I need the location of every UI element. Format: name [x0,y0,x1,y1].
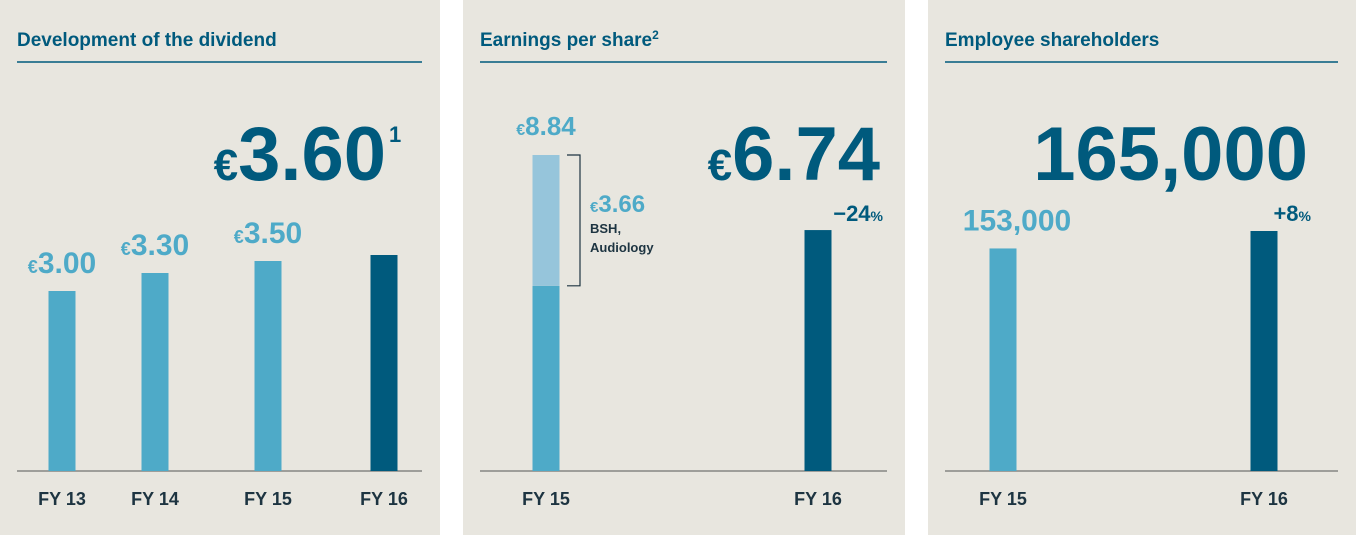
bar [254,261,282,471]
headline-value: €6.74 [708,112,880,197]
total-label-part: € [516,122,525,139]
change-label-part: +8 [1273,201,1298,226]
total-label: €8.84 [516,111,576,141]
x-tick-label: FY 16 [1240,489,1288,509]
headline-value-part: € [214,141,238,190]
x-tick-label-part: FY 13 [38,489,86,509]
panel-title-part: Earnings per share [480,30,652,51]
segment-label: €3.66 [590,191,645,218]
bar-segment [804,230,832,471]
headline-value: €3.60 [214,112,386,197]
x-tick-label: FY 16 [360,489,408,509]
value-label-part: € [121,239,131,259]
bar [48,291,76,471]
x-tick-label-part: FY 16 [1240,489,1288,509]
panel-title-part: 2 [652,28,659,42]
total-label-part: 8.84 [525,111,576,141]
bar [1250,231,1278,471]
bar [989,248,1017,471]
x-tick-label-part: FY 15 [244,489,292,509]
value-label-part: 3.00 [38,247,96,280]
segment-label-part: € [590,199,599,216]
x-tick-label: FY 16 [794,489,842,509]
headline-value: 165,000 [1033,112,1308,197]
bar [370,255,398,471]
change-label: −24% [833,201,883,226]
x-tick-label-part: FY 16 [360,489,408,509]
bar [141,273,169,471]
segment-name: BSH, Audiology [590,221,654,255]
headline-value-part: 3.60 [238,112,386,197]
x-tick-label-part: FY 15 [979,489,1027,509]
value-label-part: 3.50 [244,217,302,250]
value-label: €3.00 [28,247,96,280]
x-tick-label: FY 15 [244,489,292,509]
change-label-part: −24 [833,201,871,226]
x-tick-label: FY 13 [38,489,86,509]
headline-value-part: € [708,141,732,190]
value-label-part: € [28,257,38,277]
footnote: 1 [389,122,401,147]
value-label: 153,000 [963,204,1071,237]
x-tick-label: FY 14 [131,489,179,509]
panel-title: Earnings per share2 [480,28,659,51]
x-tick-label-part: FY 14 [131,489,179,509]
bracket [567,154,581,287]
x-tick-label: FY 15 [522,489,570,509]
panel-title: Development of the dividend [17,30,277,51]
x-tick-label-part: FY 15 [522,489,570,509]
headline-value-part: 6.74 [732,112,880,197]
value-label-part: 3.30 [131,229,189,262]
panel-title-part: Employee shareholders [945,30,1159,51]
bar-segment [532,155,560,286]
panel-title-part: Development of the dividend [17,30,277,51]
x-tick-label-part: FY 16 [794,489,842,509]
change-label-part: % [871,208,884,224]
headline-value-part: 165,000 [1033,112,1308,197]
value-label-part: € [234,227,244,247]
panel [463,0,905,535]
value-label: €3.30 [121,229,189,262]
change-label: +8% [1273,201,1311,226]
value-label-part: 153,000 [963,204,1071,237]
value-label: €3.50 [234,217,302,250]
footnote-part: 1 [389,122,401,147]
bar-segment [532,285,560,471]
segment-label-part: 3.66 [598,191,645,218]
change-label-part: % [1299,208,1312,224]
panel-title: Employee shareholders [945,30,1159,51]
x-tick-label: FY 15 [979,489,1027,509]
